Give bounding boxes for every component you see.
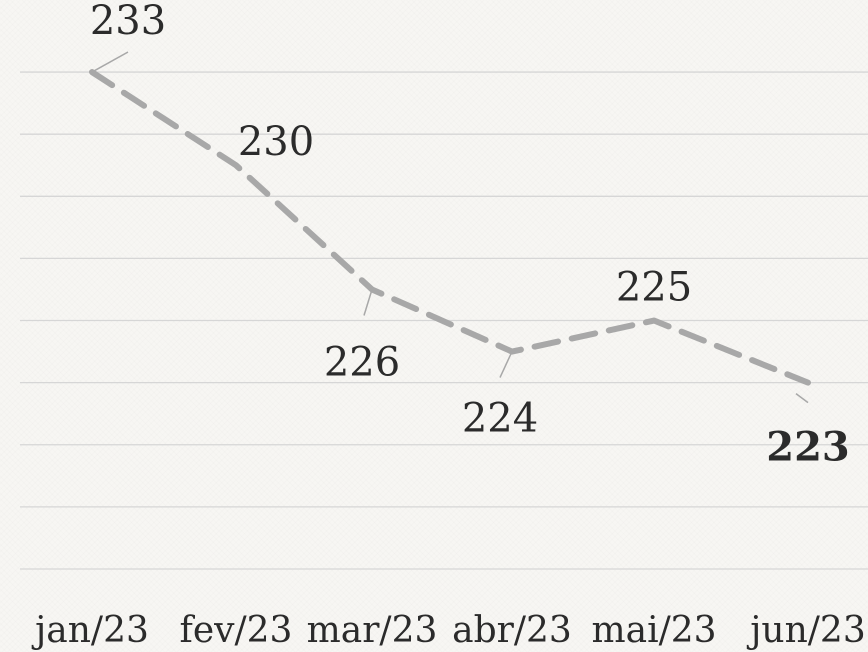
data-label: 224 — [462, 396, 538, 442]
line-layer — [89, 69, 811, 386]
data-label: 223 — [766, 424, 850, 471]
leader-line — [91, 51, 129, 73]
leader-line — [363, 289, 373, 316]
x-tick-label: jan/23 — [31, 610, 149, 651]
data-label: 226 — [324, 339, 400, 385]
label-layer: 233 230 226 224 225 223 — [90, 0, 850, 471]
x-tick-label: abr/23 — [452, 610, 572, 651]
tick-layer: jan/23 fev/23 mar/23 abr/23 mai/23 jun/23 — [31, 610, 866, 651]
series-line — [89, 69, 811, 386]
x-tick-label: mai/23 — [591, 610, 716, 651]
data-label: 233 — [90, 0, 166, 44]
data-label: 230 — [238, 119, 314, 165]
x-tick-label: fev/23 — [180, 610, 293, 651]
data-label: 225 — [616, 265, 692, 311]
leader-line — [795, 393, 809, 404]
leader-line — [499, 351, 513, 378]
x-tick-label: jun/23 — [746, 610, 865, 651]
x-tick-label: mar/23 — [307, 610, 438, 651]
leader-layer — [91, 51, 809, 404]
